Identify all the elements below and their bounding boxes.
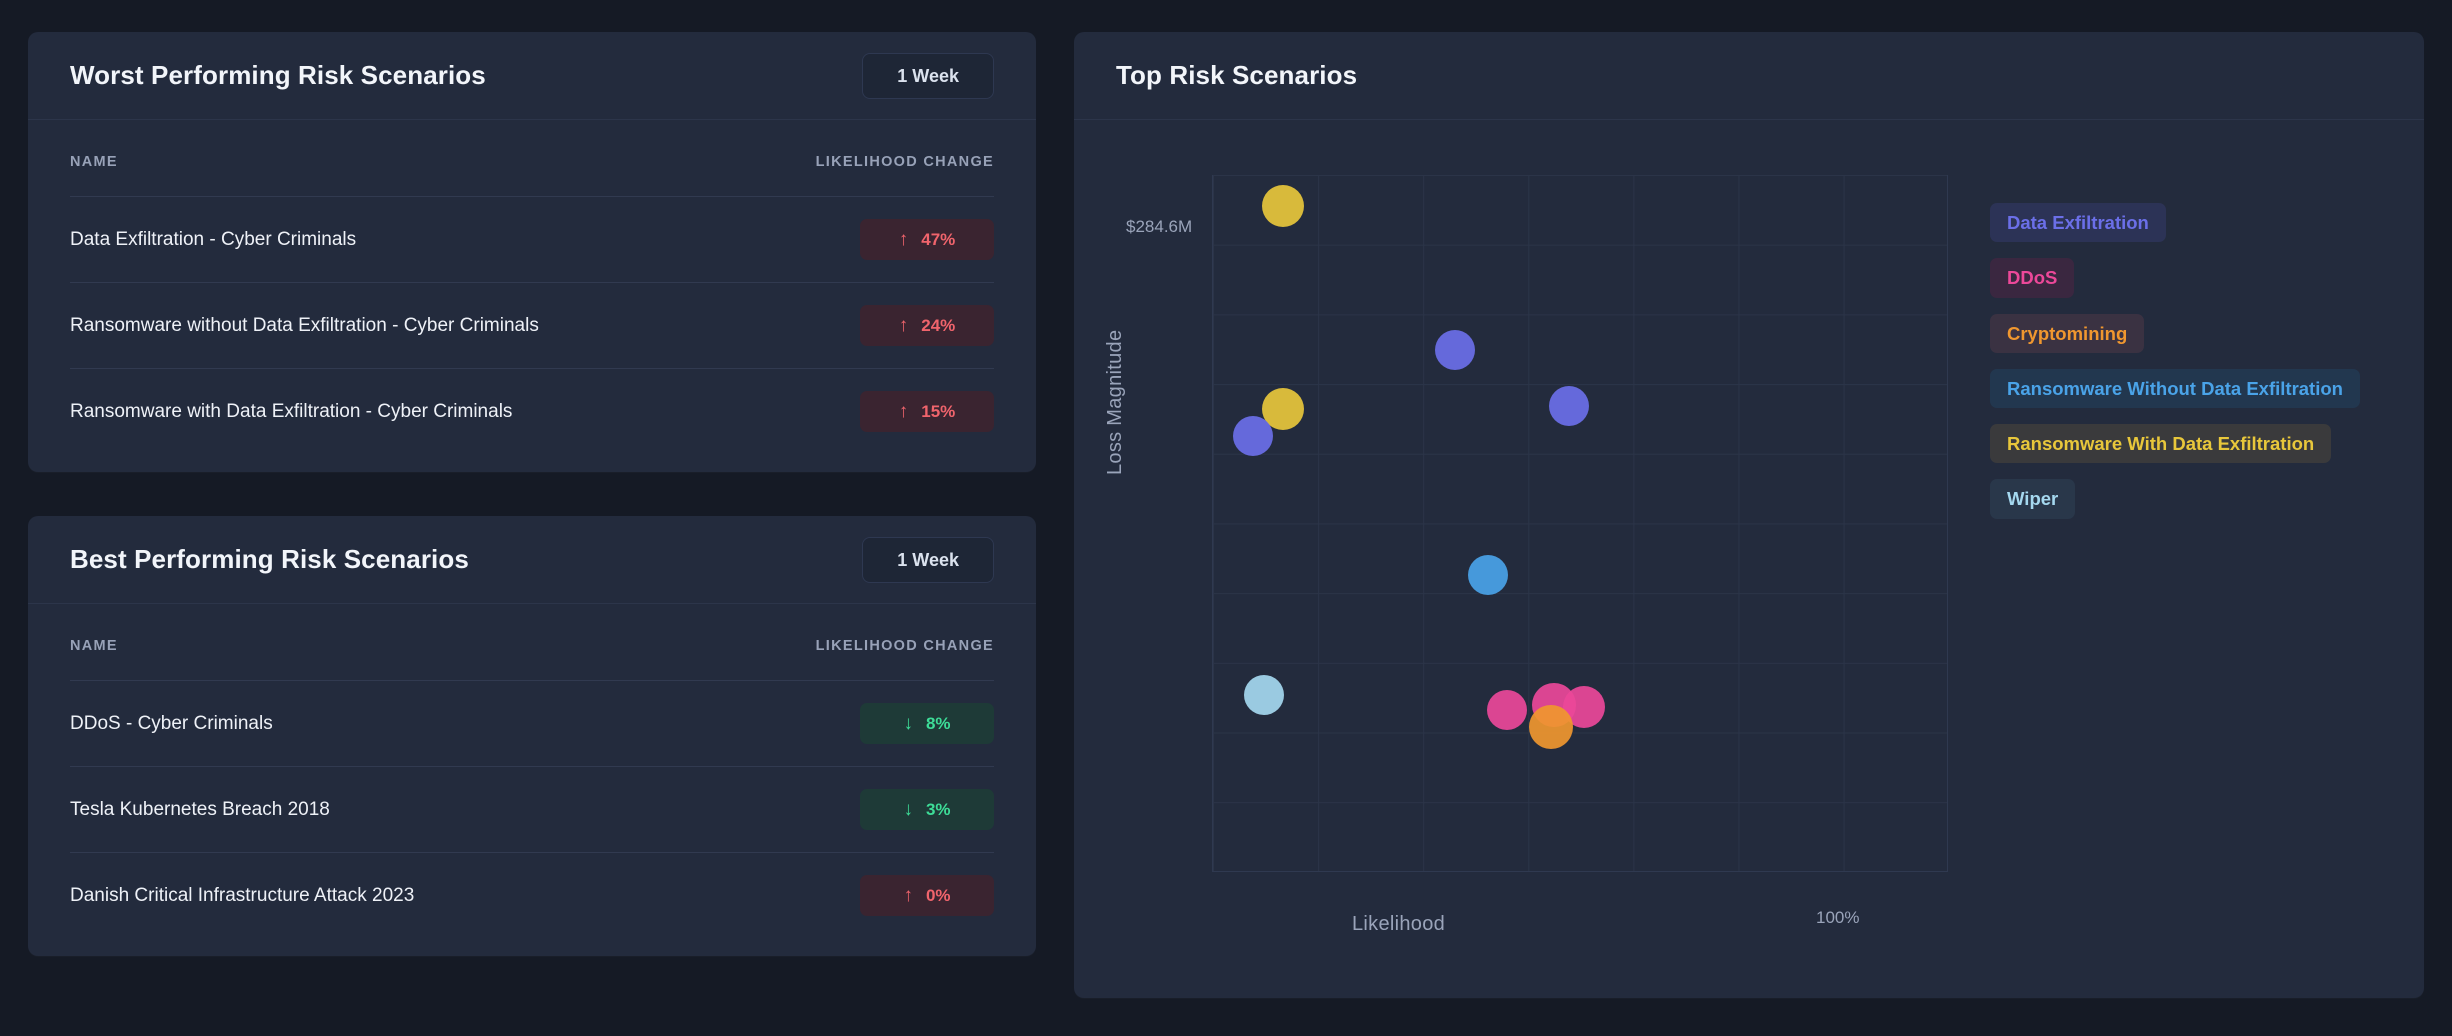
arrow-up-icon: ↑ (898, 315, 909, 336)
scenario-name: Ransomware without Data Exfiltration - C… (70, 282, 694, 369)
change-value: 24% (921, 316, 956, 335)
worst-risk-table: NAME LIKELIHOOD CHANGE Data Exfiltration… (70, 154, 994, 436)
change-badge-up: ↑ 0% (860, 875, 994, 916)
legend-tag[interactable]: Wiper (1990, 479, 2076, 519)
chart-card-header: Top Risk Scenarios (1074, 32, 2424, 120)
table-header-row: NAME LIKELIHOOD CHANGE (70, 638, 994, 681)
table-row[interactable]: Ransomware without Data Exfiltration - C… (70, 282, 994, 369)
scatter-plot-wrapper: $284.6M Loss Magnitude Likelihood 100% (1104, 175, 1948, 998)
chart-legend: Data Exfiltration DDoS Cryptomining Ransomw… (1934, 120, 2424, 998)
legend-tag[interactable]: Data Exfiltration (1990, 203, 2166, 243)
arrow-down-icon: ↓ (903, 713, 913, 734)
y-axis-max-label: $284.6M (1126, 217, 1193, 236)
likelihood-change-cell: ↓ 3% (694, 766, 994, 853)
worst-card-title: Worst Performing Risk Scenarios (70, 60, 486, 90)
likelihood-change-cell: ↓ 8% (694, 680, 994, 767)
worst-card-body: NAME LIKELIHOOD CHANGE Data Exfiltration… (28, 120, 1036, 472)
scenario-name: DDoS - Cyber Criminals (70, 680, 694, 767)
legend-tag[interactable]: Cryptomining (1990, 313, 2145, 353)
top-risk-scenarios-card: Top Risk Scenarios $284.6M Loss Magnitud… (1074, 32, 2424, 998)
change-badge-up: ↑ 24% (860, 305, 994, 346)
scenario-name: Tesla Kubernetes Breach 2018 (70, 766, 694, 853)
scenario-name: Data Exfiltration - Cyber Criminals (70, 196, 694, 283)
scatter-plot[interactable] (1212, 175, 1948, 872)
table-row[interactable]: Danish Critical Infrastructure Attack 20… (70, 852, 994, 920)
column-header-name: NAME (70, 154, 118, 170)
column-header-name: NAME (70, 638, 118, 654)
chart-area: $284.6M Loss Magnitude Likelihood 100% D… (1074, 120, 2424, 998)
arrow-up-icon: ↑ (898, 229, 909, 250)
table-row[interactable]: Ransomware with Data Exfiltration - Cybe… (70, 368, 994, 436)
scenario-name: Ransomware with Data Exfiltration - Cybe… (70, 368, 694, 436)
scatter-bubble[interactable] (1244, 674, 1285, 715)
likelihood-change-cell: ↑ 0% (694, 852, 994, 920)
best-risk-table: NAME LIKELIHOOD CHANGE DDoS - Cyber Crim… (70, 638, 994, 920)
legend-tag[interactable]: Ransomware Without Data Exfiltration (1990, 368, 2360, 409)
likelihood-change-cell: ↑ 24% (694, 282, 994, 369)
change-badge-down: ↓ 8% (860, 703, 994, 744)
table-row[interactable]: Data Exfiltration - Cyber Criminals ↑ 47… (70, 196, 994, 283)
change-value: 15% (921, 402, 956, 421)
best-performing-card: Best Performing Risk Scenarios 1 Week NA… (28, 516, 1036, 956)
column-header-likelihood-change: LIKELIHOOD CHANGE (815, 154, 994, 170)
change-value: 3% (925, 800, 951, 819)
scatter-bubble[interactable] (1468, 555, 1509, 596)
best-range-button[interactable]: 1 Week (862, 536, 994, 583)
scatter-bubble[interactable] (1548, 386, 1589, 427)
legend-tag[interactable]: DDoS (1990, 258, 2075, 298)
column-header-likelihood-change: LIKELIHOOD CHANGE (815, 638, 994, 654)
arrow-up-icon: ↑ (903, 885, 913, 906)
table-row[interactable]: Tesla Kubernetes Breach 2018 ↓ 3% (70, 766, 994, 853)
change-value: 0% (925, 886, 951, 905)
best-card-header: Best Performing Risk Scenarios 1 Week (28, 516, 1036, 604)
change-badge-up: ↑ 47% (860, 219, 994, 260)
best-card-body: NAME LIKELIHOOD CHANGE DDoS - Cyber Crim… (28, 604, 1036, 956)
chart-card-title: Top Risk Scenarios (1116, 60, 1358, 90)
scatter-bubble[interactable] (1486, 689, 1527, 730)
arrow-up-icon: ↑ (898, 401, 909, 422)
table-header-row: NAME LIKELIHOOD CHANGE (70, 154, 994, 197)
x-axis-title: Likelihood (1352, 913, 1446, 935)
worst-card-header: Worst Performing Risk Scenarios 1 Week (28, 32, 1036, 120)
arrow-down-icon: ↓ (903, 799, 913, 820)
likelihood-change-cell: ↑ 47% (694, 196, 994, 283)
scenario-name: Danish Critical Infrastructure Attack 20… (70, 852, 694, 920)
change-badge-up: ↑ 15% (860, 391, 994, 432)
likelihood-change-cell: ↑ 15% (694, 368, 994, 436)
table-row[interactable]: DDoS - Cyber Criminals ↓ 8% (70, 680, 994, 767)
scatter-bubble[interactable] (1528, 704, 1573, 749)
legend-tag[interactable]: Ransomware With Data Exfiltration (1990, 424, 2332, 464)
change-value: 47% (921, 230, 956, 249)
change-value: 8% (925, 714, 951, 733)
scatter-bubble[interactable] (1435, 330, 1476, 371)
scatter-bubble[interactable] (1233, 415, 1274, 456)
best-card-title: Best Performing Risk Scenarios (70, 544, 469, 574)
worst-performing-card: Worst Performing Risk Scenarios 1 Week N… (28, 32, 1036, 472)
worst-range-button[interactable]: 1 Week (862, 52, 994, 99)
y-axis-title: Loss Magnitude (1104, 329, 1126, 475)
right-column: Top Risk Scenarios $284.6M Loss Magnitud… (1074, 32, 2424, 998)
left-column: Worst Performing Risk Scenarios 1 Week N… (28, 32, 1036, 956)
scatter-bubble[interactable] (1261, 184, 1304, 227)
x-axis-max-label: 100% (1816, 908, 1860, 927)
change-badge-down: ↓ 3% (860, 789, 994, 830)
